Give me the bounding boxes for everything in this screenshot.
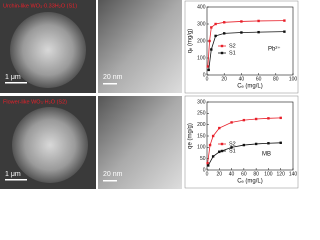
legend-marker	[220, 142, 224, 146]
x-axis-label: Cₑ (mg/L)	[237, 179, 263, 185]
y-tick-label: 200	[197, 122, 206, 128]
x-tick-label: 20	[221, 76, 227, 82]
data-point	[210, 48, 213, 51]
x-tick-label: 40	[229, 171, 235, 177]
data-point	[223, 32, 226, 35]
data-point	[207, 164, 210, 167]
data-point	[211, 155, 215, 158]
legend-label: S2	[229, 43, 236, 49]
y-axis-label: qₑ (mg/g)	[188, 29, 194, 54]
data-point	[214, 34, 217, 38]
y-tick-label: 400	[197, 4, 206, 10]
annotation: Pb²⁺	[268, 46, 281, 53]
chart-panel	[184, 95, 299, 189]
legend-marker	[220, 149, 224, 153]
scale-label: 1 μm	[5, 171, 21, 178]
data-point	[257, 19, 260, 23]
y-tick-label: 200	[197, 38, 206, 44]
series-line	[207, 20, 285, 67]
data-point	[240, 31, 243, 34]
data-point	[208, 39, 211, 43]
scale-bar	[103, 180, 117, 182]
urchin	[10, 12, 86, 88]
y-tick-label: 150	[197, 133, 206, 139]
sem-label: Urchin-like WO₃·0.33H₂O (S1)	[3, 3, 77, 9]
data-point	[223, 21, 226, 24]
scale-bar	[5, 82, 27, 84]
scale-label: 20 nm	[103, 171, 123, 178]
data-point	[257, 30, 260, 34]
x-tick-label: 100	[289, 76, 298, 82]
y-tick-label: 50	[200, 156, 206, 162]
x-tick-label: 20	[217, 171, 223, 177]
x-tick-label: 60	[256, 76, 262, 82]
data-point	[211, 134, 215, 138]
x-tick-label: 100	[264, 171, 273, 177]
y-axis-label: qe (mg/g)	[188, 123, 194, 149]
legend-label: S1	[229, 148, 236, 154]
scale-bar	[103, 83, 117, 85]
data-point	[230, 121, 233, 124]
data-point	[208, 143, 212, 147]
data-point	[254, 117, 258, 121]
y-tick-label: 0	[203, 72, 206, 78]
x-tick-label: 80	[253, 171, 259, 177]
data-point	[210, 26, 213, 29]
y-tick-label: 250	[197, 111, 206, 117]
x-tick-label: 120	[277, 171, 286, 177]
data-point	[207, 68, 210, 72]
x-tick-label: 140	[289, 171, 298, 177]
legend-label: S1	[229, 50, 236, 56]
data-point	[283, 19, 286, 22]
flower	[12, 107, 88, 183]
y-tick-label: 300	[197, 21, 206, 27]
data-point	[206, 162, 209, 165]
data-point	[214, 22, 217, 26]
data-point	[242, 118, 246, 122]
x-tick-label: 60	[241, 171, 247, 177]
chart-panel	[184, 0, 299, 94]
legend-label: S2	[229, 141, 236, 147]
data-point	[240, 20, 243, 23]
y-tick-label: 100	[197, 55, 206, 61]
x-tick-label: 0	[206, 76, 209, 82]
x-tick-label: 80	[273, 76, 279, 82]
data-point	[206, 65, 210, 68]
x-tick-label: 0	[206, 171, 209, 177]
data-point	[267, 117, 270, 120]
data-point	[230, 146, 233, 149]
scale-label: 20 nm	[103, 74, 123, 81]
data-point	[218, 126, 221, 130]
data-point	[267, 142, 270, 145]
x-tick-label: 40	[239, 76, 245, 82]
data-point	[279, 141, 282, 144]
legend-marker	[220, 44, 224, 48]
scale-label: 1 μm	[5, 74, 21, 81]
annotation: MB	[262, 152, 271, 158]
x-axis-label: Cₑ (mg/L)	[237, 84, 263, 90]
y-tick-label: 300	[197, 99, 206, 105]
figure: Urchin-like WO₃·0.33H₂O (S1) Flower-like…	[0, 0, 299, 189]
y-tick-label: 100	[197, 145, 206, 151]
data-point	[254, 142, 258, 146]
legend-marker	[220, 51, 224, 55]
data-point	[283, 30, 286, 33]
tem-image	[98, 96, 182, 189]
y-tick-label: 0	[203, 167, 206, 173]
tem-image	[98, 0, 182, 93]
sem-label: Flower-like WO₃·H₂O (S2)	[3, 99, 67, 105]
data-point	[279, 116, 282, 120]
data-point	[242, 143, 246, 147]
data-point	[218, 150, 221, 154]
scale-bar	[5, 179, 27, 181]
